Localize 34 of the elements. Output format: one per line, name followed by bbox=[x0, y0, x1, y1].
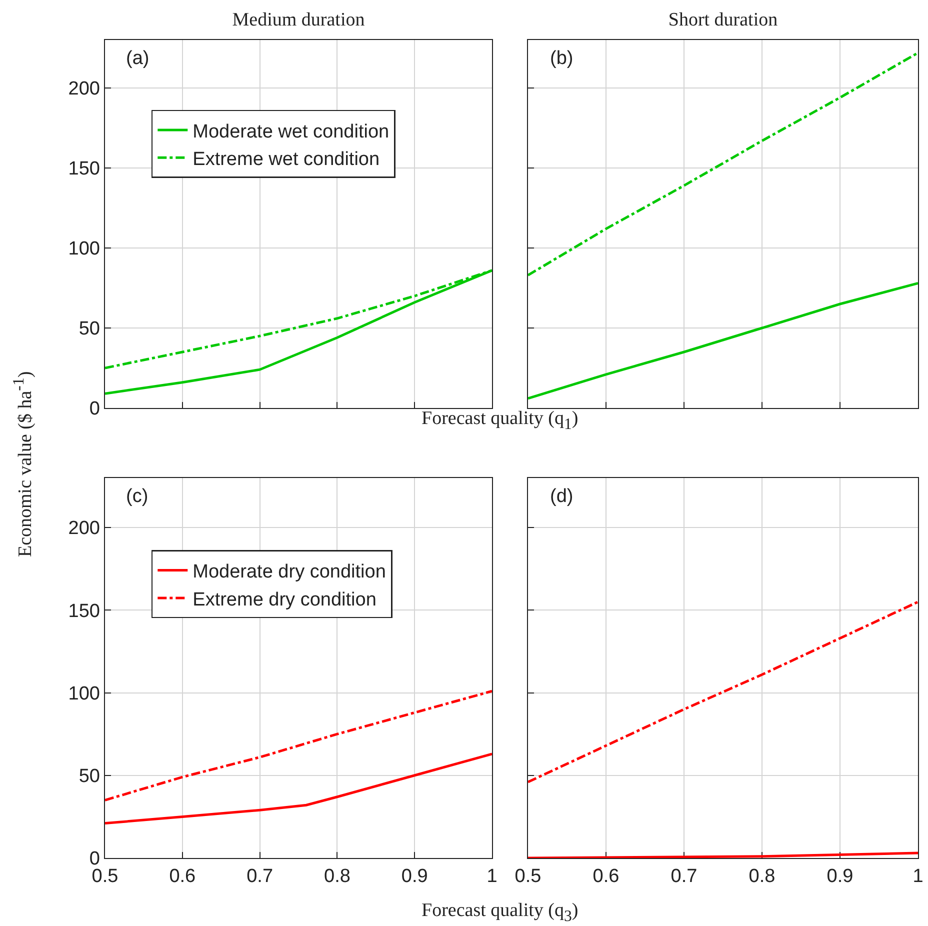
y-tick-label: 100 bbox=[68, 683, 100, 704]
legend-label: Extreme dry condition bbox=[192, 589, 376, 610]
line-series bbox=[105, 752, 492, 825]
x-tick-label: 0.5 bbox=[514, 866, 542, 887]
annotation: (a) bbox=[126, 48, 150, 69]
x-tick-label: 0.7 bbox=[670, 866, 698, 887]
chart-title: Short duration bbox=[668, 9, 778, 30]
x-tick-label: 1 bbox=[486, 866, 498, 887]
x-tick-label: 0.9 bbox=[826, 866, 854, 887]
x-axis-title: Forecast quality (q$_{3}$) bbox=[422, 900, 578, 926]
x-tick-label: 0.8 bbox=[324, 866, 350, 887]
x-tick-label: 0.9 bbox=[401, 866, 428, 887]
x-tick-label: 0.8 bbox=[748, 866, 776, 887]
y-tick-label: 200 bbox=[68, 518, 100, 540]
x-tick-label: 1 bbox=[912, 866, 924, 887]
y-tick-label: 50 bbox=[78, 766, 100, 788]
x-axis-title: Forecast quality (q$_{1}$) bbox=[422, 408, 578, 434]
y-tick-label: 0 bbox=[89, 398, 100, 420]
annotation: (c) bbox=[126, 486, 148, 507]
annotation: (d) bbox=[550, 486, 574, 507]
chart-title: Medium duration bbox=[232, 9, 366, 30]
legend-label: Moderate wet condition bbox=[192, 121, 390, 142]
annotation: (b) bbox=[550, 48, 574, 69]
legend-label: Moderate dry condition bbox=[192, 562, 386, 583]
x-tick-label: 0.7 bbox=[246, 866, 274, 887]
y-tick-label: 200 bbox=[68, 78, 100, 100]
y-tick-label: 150 bbox=[68, 600, 100, 622]
x-tick-label: 0.6 bbox=[169, 866, 196, 887]
y-tick-label: 150 bbox=[68, 158, 100, 180]
line-series bbox=[105, 690, 492, 802]
y-tick-label: 100 bbox=[68, 238, 100, 260]
x-tick-label: 0.6 bbox=[592, 866, 620, 887]
legend-label: Extreme wet condition bbox=[192, 149, 380, 170]
y-tick-label: 50 bbox=[78, 318, 100, 340]
